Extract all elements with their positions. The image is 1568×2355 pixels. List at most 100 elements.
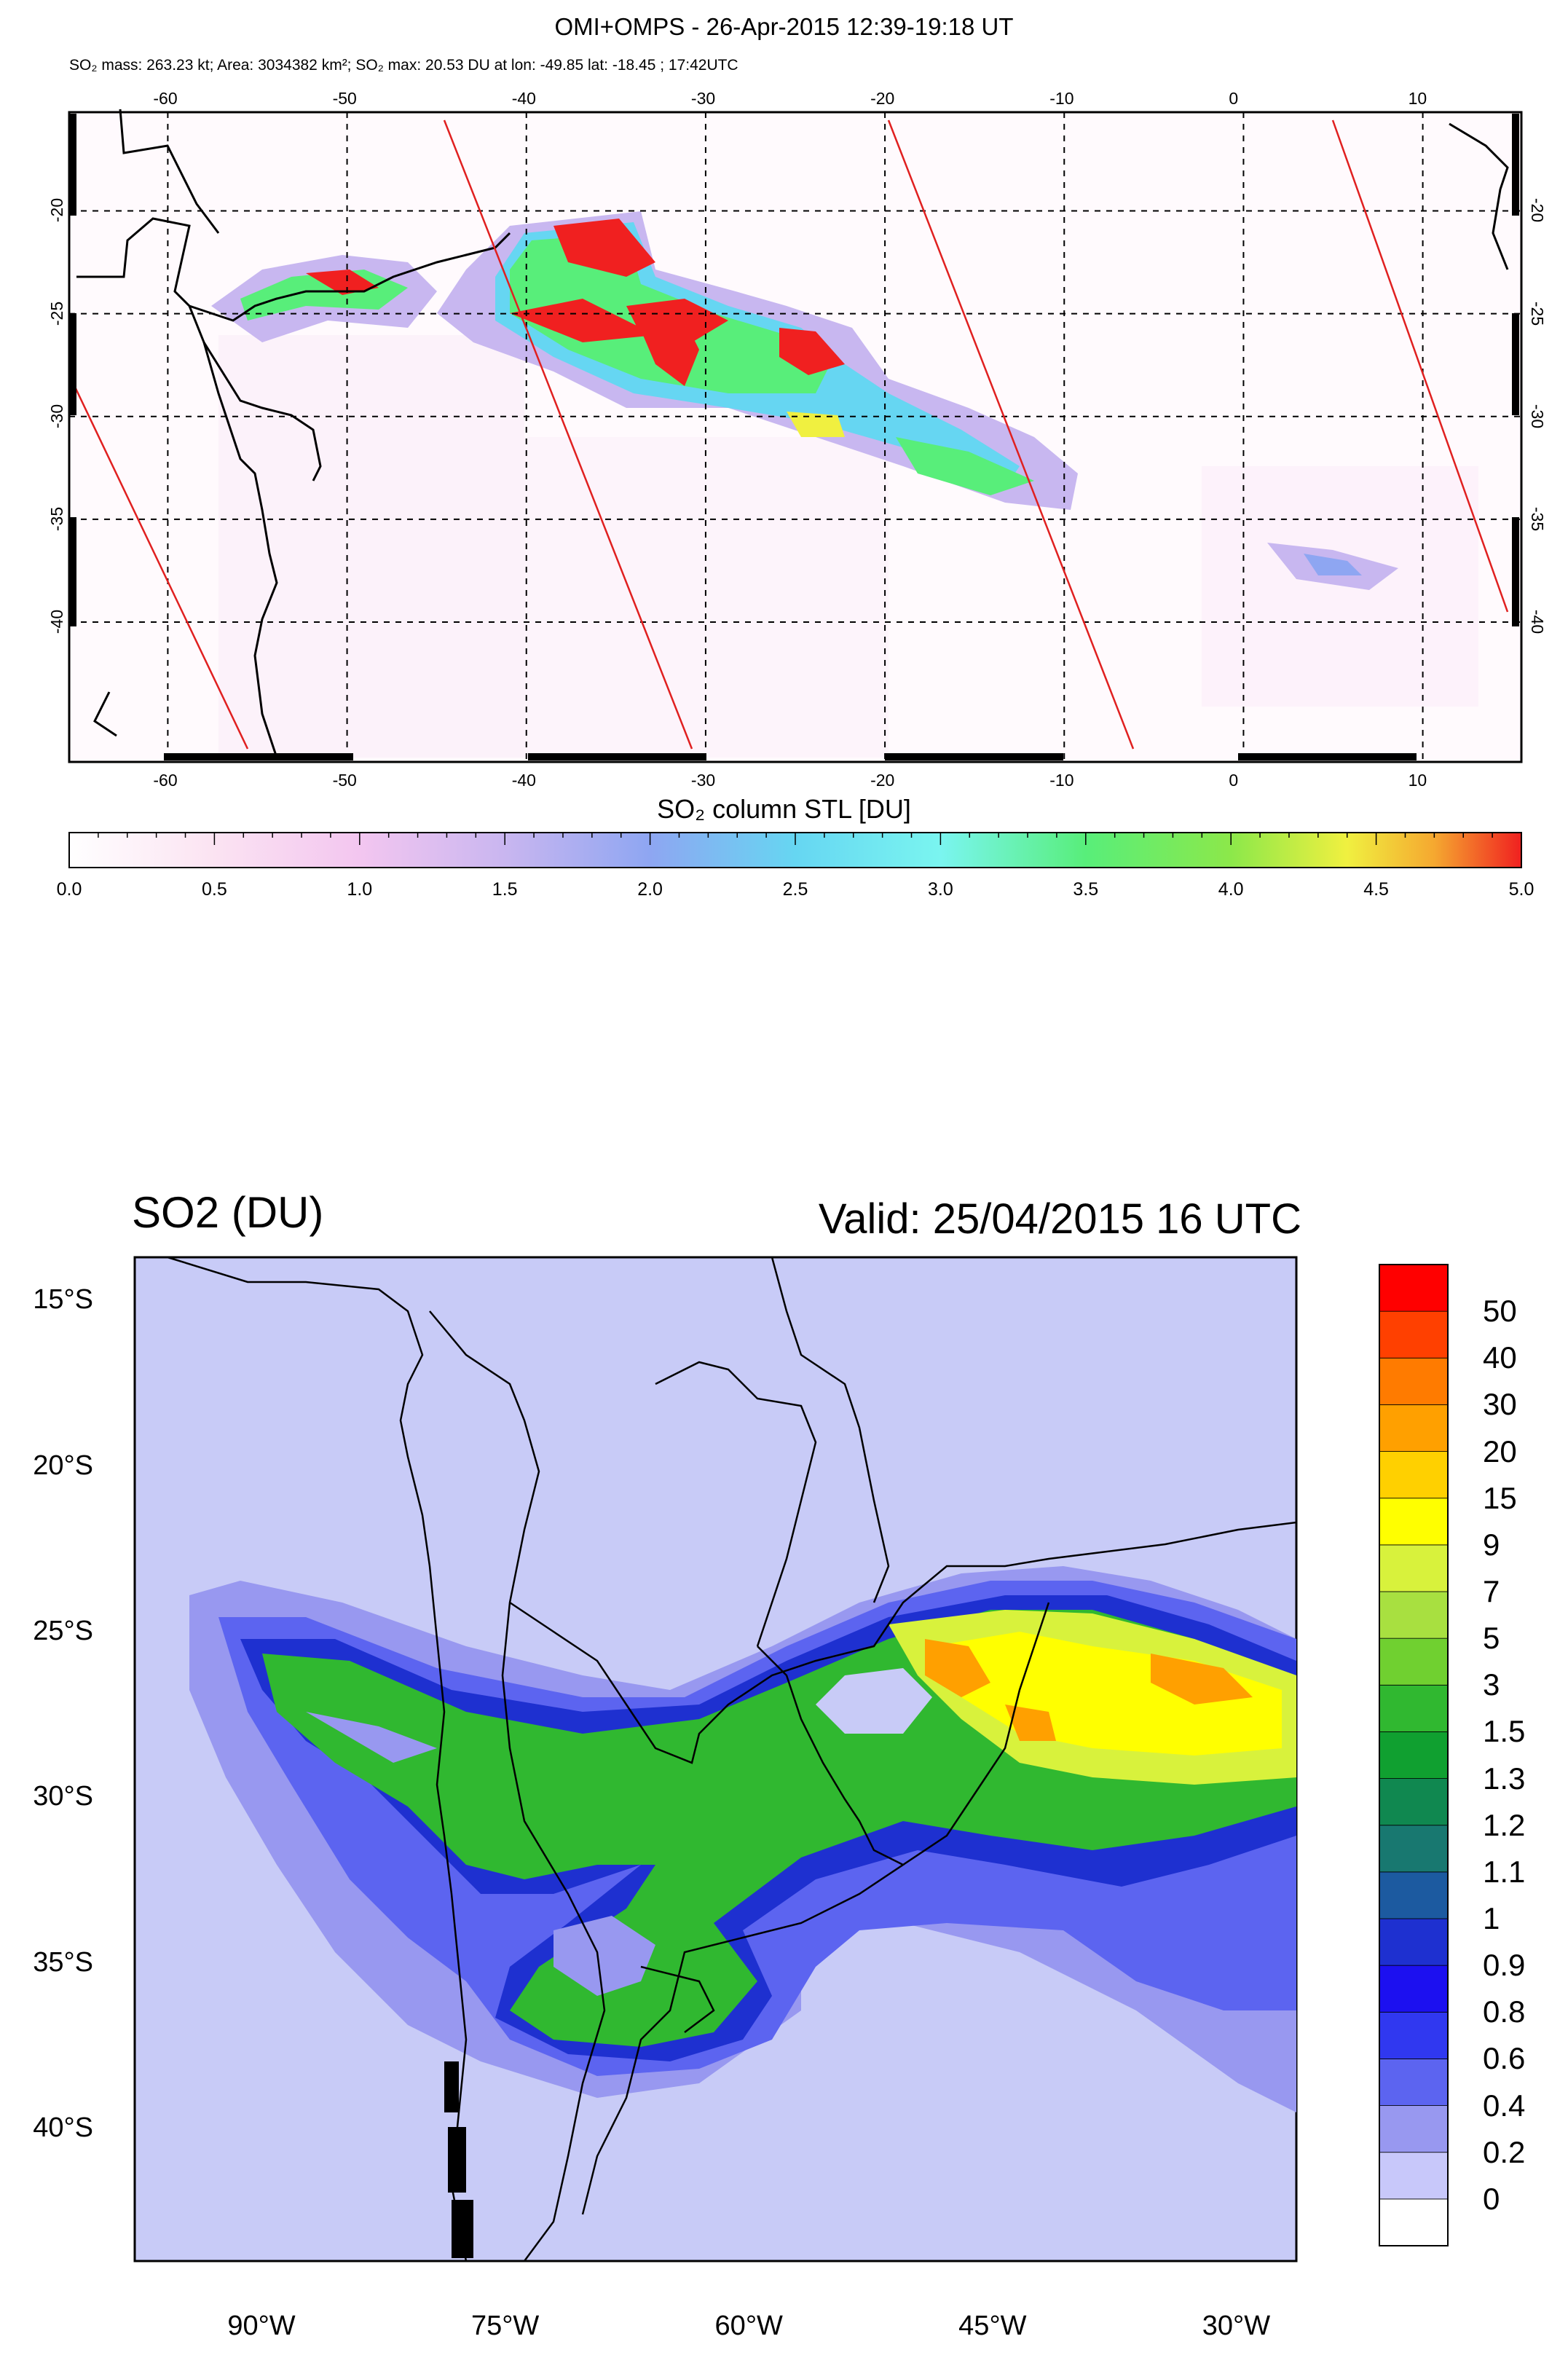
- panel1-colorbar-title: SO₂ column STL [DU]: [657, 794, 911, 824]
- panel2-legend-swatch: [1379, 1871, 1449, 1919]
- panel1-frame-bars: [69, 114, 1519, 760]
- panel2-legend-label: 1.1: [1483, 1854, 1526, 1889]
- panel2-legend-label: 5: [1483, 1621, 1500, 1656]
- panel1-lon-tick-top: -10: [1049, 89, 1074, 108]
- panel2-legend-swatch: [1379, 1357, 1449, 1405]
- panel1-lon-tick-bottom: 10: [1408, 771, 1427, 790]
- panel2-legend-label: 20: [1483, 1434, 1517, 1469]
- panel1-lat-tick-left: -25: [47, 301, 67, 326]
- panel2-legend-swatch: [1379, 2198, 1449, 2246]
- panel2-legend-label: 1.2: [1483, 1807, 1526, 1842]
- panel2-legend-swatch: [1379, 1731, 1449, 1779]
- panel2-legend-swatch: [1379, 1264, 1449, 1312]
- panel1-lon-tick-top: 0: [1229, 89, 1239, 108]
- panel2-lon-label: 60°W: [714, 2311, 783, 2341]
- panel2-legend-swatch: [1379, 2011, 1449, 2059]
- panel1-lon-tick-bottom: -60: [153, 771, 178, 790]
- panel2-legend-swatch: [1379, 1918, 1449, 1966]
- panel1-lat-tick-right: -35: [1528, 506, 1548, 532]
- panel2-legend-swatch: [1379, 1684, 1449, 1732]
- panel2-coastlines: [167, 1256, 1297, 2262]
- panel2-legend-label: 50: [1483, 1294, 1517, 1329]
- panel1-title: OMI+OMPS - 26-Apr-2015 12:39-19:18 UT: [554, 13, 1014, 40]
- panel2-legend-label: 40: [1483, 1340, 1517, 1375]
- panel1-lat-tick-left: -40: [47, 609, 67, 634]
- panel2-legend-swatch: [1379, 1825, 1449, 1873]
- panel1-lon-tick-bottom: -10: [1049, 771, 1074, 790]
- panel1-lon-tick-bottom: -50: [332, 771, 357, 790]
- panel1-so2-plume: [211, 211, 1398, 590]
- panel1-lat-tick-left: -35: [47, 506, 67, 532]
- panel1-colorbar-label: 4.0: [1218, 879, 1244, 900]
- panel2-legend-label: 9: [1483, 1527, 1500, 1562]
- panel1-colorbar-label: 5.0: [1508, 879, 1534, 900]
- panel2-legend-swatch: [1379, 1591, 1449, 1639]
- panel2-lat-label: 35°S: [33, 1946, 93, 1978]
- panel2-legend-swatch: [1379, 1965, 1449, 2013]
- panel1-colorbar: [68, 832, 1522, 868]
- panel2-lat-label: 25°S: [33, 1615, 93, 1646]
- panel1-subtitle: SO₂ mass: 263.23 kt; Area: 3034382 km²; …: [69, 57, 738, 74]
- panel2-legend: [1379, 1264, 1449, 2246]
- panel2-legend-label: 1.5: [1483, 1714, 1526, 1749]
- panel2-legend-swatch: [1379, 1778, 1449, 1826]
- panel2-legend-label: 0.9: [1483, 1948, 1526, 1983]
- panel2-legend-swatch: [1379, 2152, 1449, 2200]
- panel2-legend-swatch: [1379, 1451, 1449, 1499]
- panel2-legend-swatch: [1379, 1404, 1449, 1452]
- panel2-legend-label: 0: [1483, 2181, 1500, 2216]
- panel1-gridlines: [69, 112, 1521, 762]
- panel2-legend-label: 1.3: [1483, 1761, 1526, 1796]
- panel2-lon-label: 30°W: [1202, 2311, 1271, 2341]
- panel1-colorbar-label: 0.5: [202, 879, 227, 900]
- panel1-colorbar-label: 3.5: [1073, 879, 1099, 900]
- panel2-legend-swatch: [1379, 2105, 1449, 2153]
- panel1-lon-tick-top: -40: [511, 89, 536, 108]
- panel1-lat-tick-right: -20: [1528, 198, 1548, 223]
- panel2-legend-label: 0.2: [1483, 2134, 1526, 2169]
- panel2-map: [133, 1256, 1298, 2262]
- panel2-legend-swatch: [1379, 1544, 1449, 1592]
- panel1-lon-tick-top: -20: [870, 89, 895, 108]
- panel2-legend-label: 0.6: [1483, 2041, 1526, 2076]
- panel2-legend-label: 3: [1483, 1667, 1500, 1702]
- panel2-lat-label: 40°S: [33, 2112, 93, 2144]
- panel2-legend-swatch: [1379, 1638, 1449, 1686]
- panel1-colorbar-label: 4.5: [1363, 879, 1389, 900]
- panel1-colorbar-label: 2.5: [782, 879, 808, 900]
- panel2-lon-label: 45°W: [958, 2311, 1027, 2341]
- panel1-lon-tick-top: 10: [1408, 89, 1427, 108]
- panel1-lon-tick-top: -50: [332, 89, 357, 108]
- panel1-lon-tick-bottom: 0: [1229, 771, 1239, 790]
- panel2-legend-swatch: [1379, 1310, 1449, 1359]
- panel1-lat-tick-right: -25: [1528, 301, 1548, 326]
- panel1-colorbar-label: 2.0: [637, 879, 663, 900]
- panel1-coastlines: [76, 109, 1509, 758]
- panel2-legend-label: 0.4: [1483, 2088, 1526, 2123]
- panel1-colorbar-label: 3.0: [928, 879, 953, 900]
- panel1-lat-tick-left: -20: [47, 198, 67, 223]
- panel1-lon-tick-bottom: -40: [511, 771, 536, 790]
- panel2-legend-label: 0.8: [1483, 1994, 1526, 2029]
- panel1-orbit-tracks: [71, 119, 1509, 750]
- panel2-legend-swatch: [1379, 1498, 1449, 1546]
- panel1-lon-tick-top: -60: [153, 89, 178, 108]
- panel2-lat-label: 20°S: [33, 1450, 93, 1481]
- panel2-lat-label: 15°S: [33, 1284, 93, 1316]
- panel1-lat-tick-right: -30: [1528, 404, 1548, 428]
- panel1-colorbar-label: 1.0: [347, 879, 373, 900]
- panel1-colorbar-label: 1.5: [492, 879, 518, 900]
- panel1-lat-tick-left: -30: [47, 404, 67, 428]
- panel2-lat-label: 30°S: [33, 1781, 93, 1812]
- panel2-legend-label: 30: [1483, 1387, 1517, 1422]
- panel2-legend-label: 15: [1483, 1480, 1517, 1515]
- panel1-lat-tick-right: -40: [1528, 609, 1548, 634]
- panel2-lon-label: 75°W: [470, 2311, 540, 2341]
- panel2-islands: [444, 2061, 473, 2258]
- panel2-so2-plume: [189, 1566, 1296, 2112]
- panel1-map: [68, 109, 1523, 763]
- panel1-lon-tick-bottom: -30: [690, 771, 716, 790]
- panel2-legend-label: 7: [1483, 1574, 1500, 1608]
